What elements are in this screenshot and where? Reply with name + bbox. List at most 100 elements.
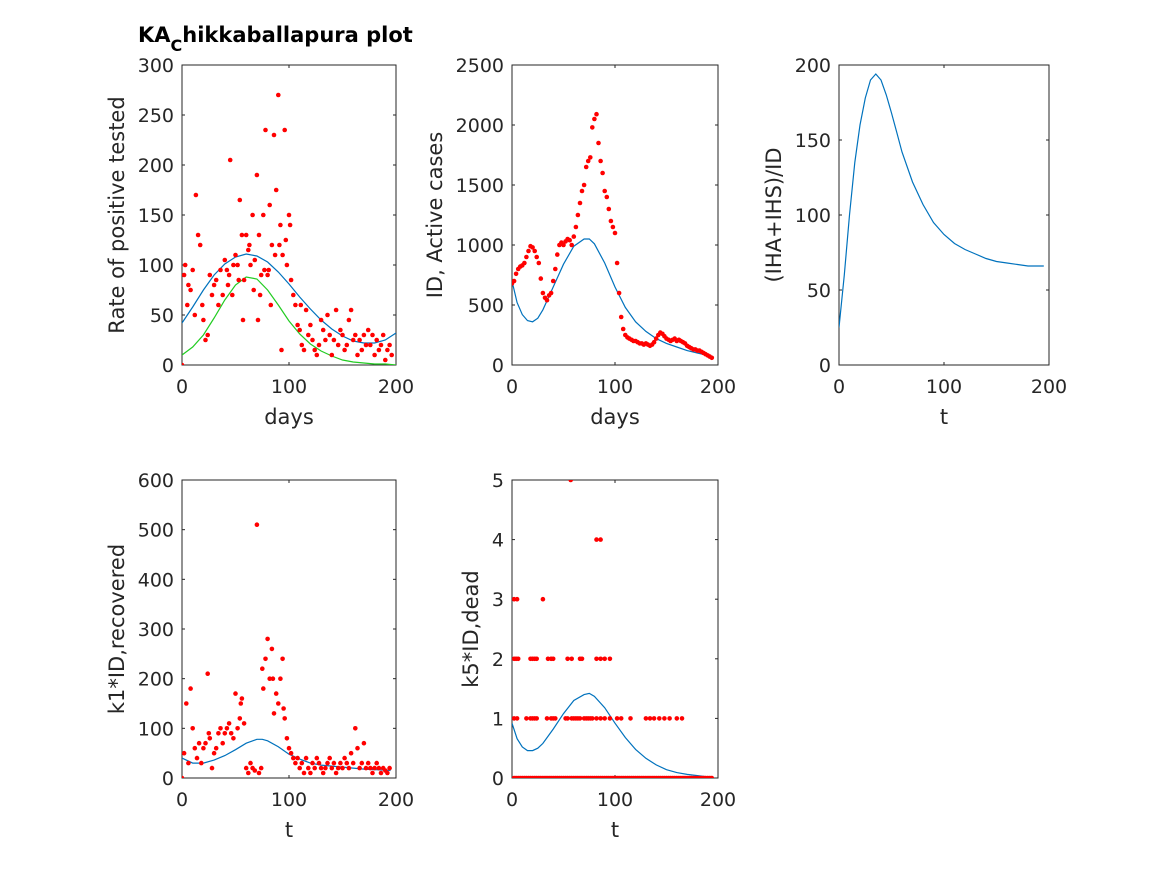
data-point <box>709 355 715 361</box>
data-point <box>226 272 232 278</box>
data-point <box>590 125 595 130</box>
data-point <box>241 277 247 283</box>
y-tick-label: 200 <box>138 669 174 691</box>
y-tick-label: 100 <box>795 205 831 227</box>
y-axis-label: Rate of positive tested <box>105 96 129 333</box>
data-point <box>312 765 318 771</box>
plot-area <box>839 73 1044 328</box>
data-point <box>226 721 232 726</box>
x-tick-label: 200 <box>700 789 736 811</box>
data-point <box>199 760 204 766</box>
data-point <box>192 312 198 318</box>
data-point <box>220 740 225 746</box>
y-tick-label: 400 <box>138 569 174 591</box>
data-point <box>314 755 320 761</box>
data-point <box>376 765 382 771</box>
x-axis-label: t <box>611 818 619 842</box>
data-point <box>310 760 315 766</box>
data-point <box>385 347 390 353</box>
data-point <box>325 312 330 318</box>
y-axis-label: ID, Active cases <box>423 132 447 299</box>
data-point <box>548 290 554 296</box>
data-point <box>602 716 607 721</box>
data-point <box>282 716 288 721</box>
y-axis-label: k5*ID,dead <box>459 570 483 688</box>
data-point <box>335 342 341 348</box>
data-point <box>524 716 529 721</box>
data-point <box>361 740 367 746</box>
data-point <box>370 332 375 338</box>
data-point <box>353 726 358 731</box>
data-point <box>674 716 680 721</box>
data-point <box>588 155 593 160</box>
data-point <box>363 342 369 348</box>
y-tick-label: 0 <box>819 355 831 377</box>
data-point <box>268 302 274 308</box>
y-tick-label: 4 <box>492 530 504 552</box>
data-point <box>329 352 335 358</box>
x-tick-label: 0 <box>506 376 518 398</box>
y-axis-label: k1*ID,recovered <box>105 544 129 714</box>
x-tick-label: 0 <box>176 376 188 398</box>
data-point <box>265 636 270 642</box>
data-point <box>378 770 384 776</box>
data-point <box>657 716 662 721</box>
model-curve-1 <box>512 692 713 778</box>
data-point <box>278 222 283 228</box>
data-point <box>263 656 268 662</box>
data-point <box>348 307 354 313</box>
data-point <box>579 188 585 194</box>
data-point <box>651 339 657 345</box>
x-axis-label: days <box>264 405 314 429</box>
data-point <box>365 760 371 766</box>
data-point <box>387 765 392 771</box>
data-point <box>211 750 217 756</box>
y-tick-label: 50 <box>150 305 174 327</box>
data-point <box>186 282 191 288</box>
data-point <box>618 716 624 721</box>
data-point <box>206 731 212 736</box>
data-point <box>308 770 313 776</box>
data-point <box>667 716 672 721</box>
data-point <box>182 750 187 756</box>
data-point <box>590 716 595 721</box>
data-point <box>256 232 262 238</box>
data-point <box>320 770 326 776</box>
data-point <box>544 297 550 303</box>
y-tick-label: 0 <box>162 768 174 790</box>
data-point <box>316 760 322 766</box>
data-point <box>287 222 293 228</box>
data-point <box>643 716 649 721</box>
data-point <box>194 755 200 761</box>
data-point <box>230 292 235 298</box>
data-point <box>251 287 256 293</box>
y-tick-label: 2000 <box>456 115 504 137</box>
data-point <box>256 770 262 776</box>
data-point <box>515 656 521 662</box>
model-curve-1 <box>512 238 714 358</box>
y-tick-label: 2500 <box>456 55 504 77</box>
y-tick-label: 0 <box>492 768 504 790</box>
model-curve-1 <box>839 73 1044 328</box>
data-point <box>209 765 215 771</box>
data-point <box>370 770 375 776</box>
data-point <box>383 357 388 363</box>
data-point <box>647 716 653 721</box>
data-point <box>594 537 599 542</box>
data-point <box>550 656 556 662</box>
data-point <box>227 157 233 163</box>
data-point <box>662 716 667 721</box>
data-point <box>248 262 253 268</box>
data-point <box>344 760 350 766</box>
data-point <box>679 716 685 721</box>
data-point <box>374 337 380 343</box>
data-point <box>594 111 599 117</box>
data-point <box>320 327 326 333</box>
data-point <box>205 671 210 676</box>
data-point <box>318 765 324 771</box>
data-point <box>607 716 613 721</box>
data-point <box>281 706 286 711</box>
data-point <box>368 342 373 348</box>
data-point <box>342 347 347 353</box>
